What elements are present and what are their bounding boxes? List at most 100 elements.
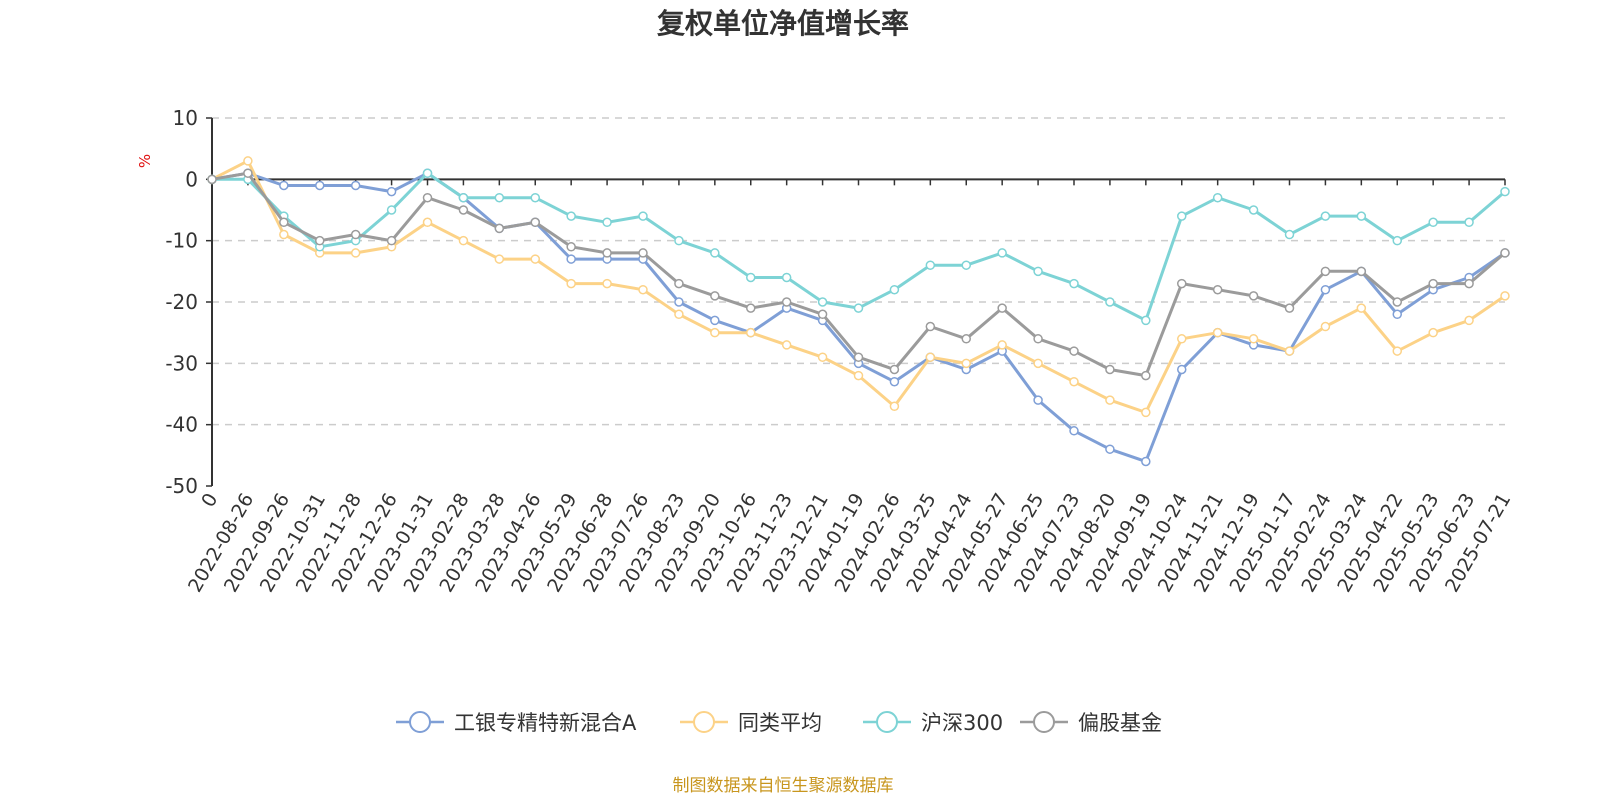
data-point (710, 327, 720, 338)
data-point (746, 272, 756, 283)
data-point (925, 352, 936, 362)
data-point (1320, 211, 1331, 221)
data-point (925, 321, 936, 332)
data-point (1392, 309, 1402, 320)
y-axis-unit: % (136, 154, 154, 168)
legend-marker (409, 711, 431, 733)
y-tick-label: -50 (165, 474, 198, 498)
x-tick-label: 0 (197, 490, 222, 511)
data-point (386, 205, 397, 215)
data-point (889, 364, 900, 375)
data-point (1105, 364, 1115, 375)
data-point (1320, 266, 1331, 277)
data-point (1033, 358, 1043, 369)
data-point (1177, 278, 1187, 289)
data-point (1141, 456, 1151, 467)
data-point (961, 334, 971, 344)
data-point (1428, 278, 1438, 289)
y-tick-label: -40 (165, 413, 198, 437)
legend-marker (693, 711, 715, 733)
data-point (1248, 334, 1259, 344)
data-point (602, 278, 612, 289)
legend-label: 工银专精特新混合A (454, 711, 637, 735)
data-point (1069, 426, 1079, 436)
data-point (889, 401, 900, 412)
data-point (1500, 291, 1510, 301)
data-point (997, 303, 1007, 313)
data-point (674, 297, 684, 307)
legend-marker (1033, 711, 1055, 733)
series-2 (207, 168, 1510, 326)
data-point (566, 211, 576, 221)
data-point (1105, 395, 1115, 405)
data-point (710, 315, 720, 326)
data-point (961, 358, 971, 369)
data-point (817, 297, 828, 307)
data-point (422, 192, 433, 203)
data-point (1500, 248, 1510, 258)
data-point (1464, 315, 1474, 326)
legend-marker (876, 711, 898, 733)
data-point (781, 340, 792, 350)
data-point (781, 272, 792, 283)
data-point (207, 174, 217, 185)
data-point (1500, 186, 1510, 197)
data-point (1033, 266, 1043, 277)
data-point (1141, 407, 1151, 418)
axes (211, 118, 1505, 486)
legend[interactable]: 工银专精特新混合A 同类平均 沪深300 偏股基金 (396, 711, 1162, 735)
data-point (458, 192, 469, 203)
legend-item[interactable]: 同类平均 (680, 711, 822, 735)
legend-item[interactable]: 工银专精特新混合A (396, 711, 637, 735)
data-point (1141, 315, 1151, 326)
data-point (997, 340, 1007, 350)
data-point (1464, 217, 1474, 228)
data-point (386, 186, 397, 197)
series-lines (207, 156, 1510, 467)
y-tick-label: 10 (173, 106, 198, 130)
data-point (638, 248, 648, 258)
data-point (889, 284, 900, 295)
data-point (1248, 205, 1259, 215)
data-point (1033, 395, 1043, 405)
data-point (1248, 291, 1259, 301)
data-point (1033, 334, 1043, 344)
data-point (674, 278, 684, 289)
data-point (853, 303, 864, 313)
data-point (530, 192, 540, 203)
data-point (674, 309, 684, 320)
x-axis-ticks: 02022-08-262022-09-262022-10-312022-11-2… (184, 179, 1515, 596)
data-point (566, 254, 576, 264)
data-point (1105, 444, 1115, 454)
data-point (817, 352, 828, 362)
y-tick-label: -30 (165, 351, 198, 375)
data-point (530, 254, 540, 264)
data-point (386, 235, 397, 246)
data-point (494, 254, 505, 264)
data-point (1392, 297, 1402, 307)
data-point (1356, 303, 1367, 313)
data-point (315, 235, 325, 246)
data-point (1177, 211, 1187, 221)
series-line (211, 171, 1506, 463)
data-point (817, 309, 828, 320)
data-point (1069, 346, 1079, 356)
data-point (1069, 376, 1079, 387)
data-point (710, 291, 720, 301)
legend-item[interactable]: 沪深300 (863, 711, 1003, 735)
data-point (1428, 327, 1438, 338)
data-point (530, 217, 540, 228)
data-point (494, 192, 505, 203)
data-point (997, 248, 1007, 258)
data-point (1177, 364, 1187, 375)
data-point (638, 211, 648, 221)
data-point (1392, 235, 1402, 246)
legend-item[interactable]: 偏股基金 (1020, 711, 1162, 735)
source-note: 制图数据来自恒生聚源数据库 (673, 776, 894, 796)
data-point (1212, 192, 1223, 203)
series-3 (207, 168, 1510, 381)
legend-label: 偏股基金 (1078, 711, 1162, 735)
data-point (853, 352, 864, 362)
data-point (243, 168, 253, 178)
data-point (458, 235, 469, 246)
